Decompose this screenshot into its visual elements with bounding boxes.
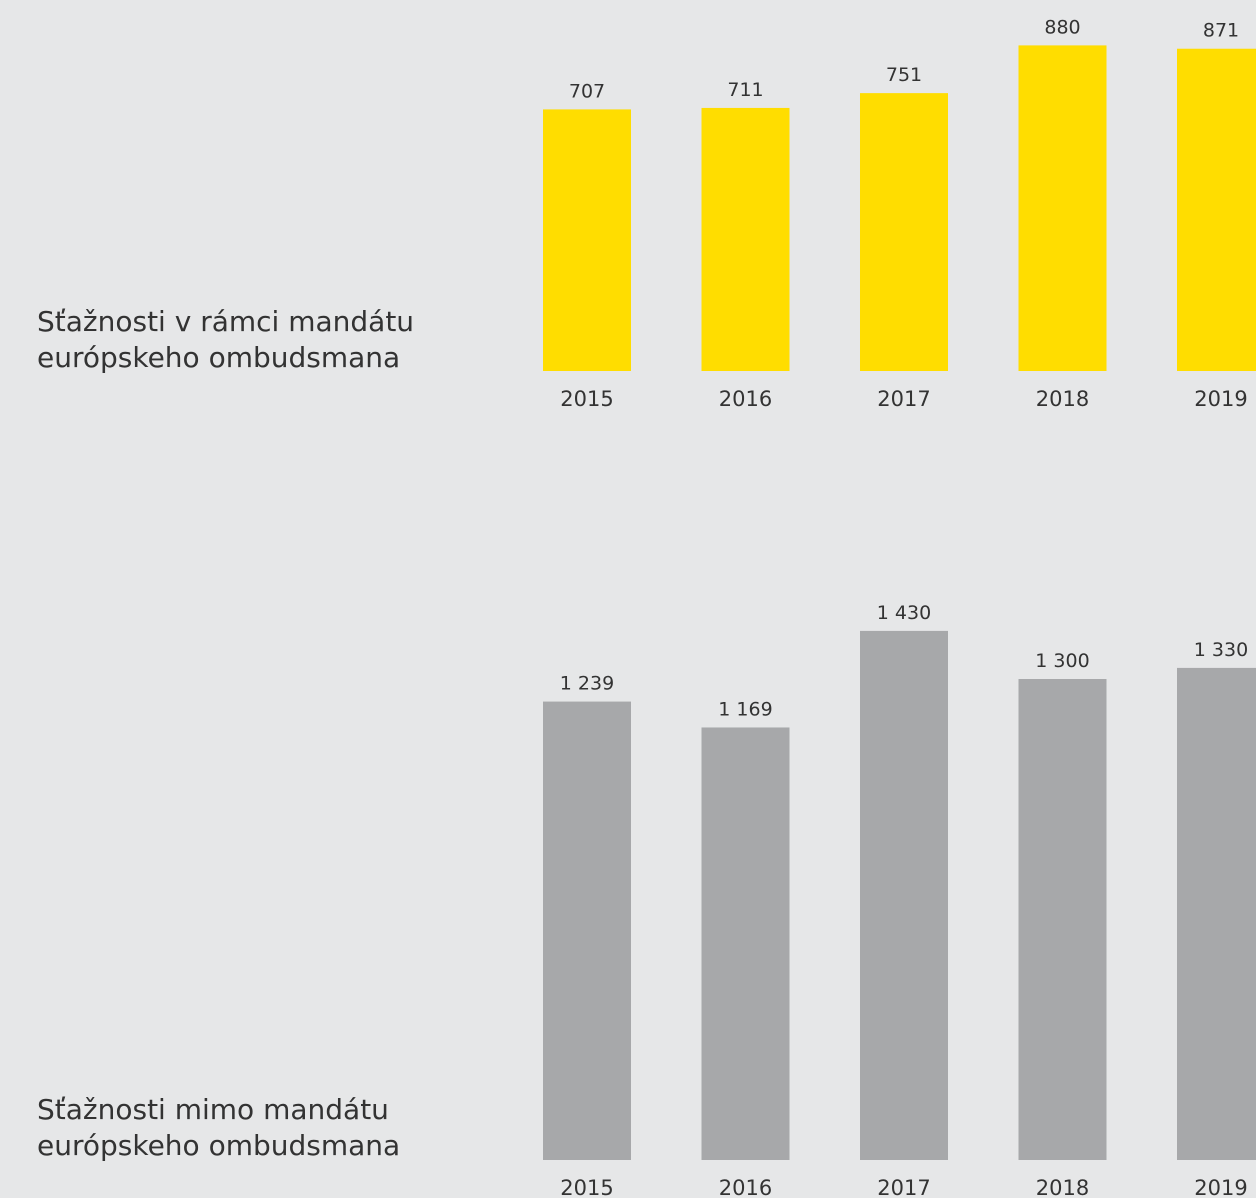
bar — [1018, 679, 1107, 1160]
x-tick-label: 2018 — [1036, 1176, 1089, 1198]
chart-title: Sťažnosti mimo mandátu európskeho ombuds… — [37, 1093, 401, 1162]
x-tick-label: 2015 — [560, 1176, 613, 1198]
value-label: 1 300 — [1035, 650, 1089, 672]
value-label: 1 169 — [718, 698, 772, 720]
x-tick-label: 2015 — [560, 387, 613, 411]
bar — [701, 727, 790, 1160]
bar — [860, 93, 948, 371]
value-label: 1 330 — [1194, 639, 1248, 661]
value-label: 751 — [886, 64, 922, 86]
value-label: 880 — [1044, 16, 1080, 38]
x-tick-label: 2018 — [1036, 387, 1089, 411]
bar — [701, 107, 790, 372]
value-label: 1 239 — [560, 673, 614, 695]
bar — [543, 701, 631, 1160]
bar — [543, 109, 631, 371]
x-tick-label: 2019 — [1194, 1176, 1247, 1198]
x-tick-label: 2016 — [719, 1176, 772, 1198]
value-label: 707 — [569, 80, 605, 102]
chart-title: Sťažnosti v rámci mandátu európskeho omb… — [37, 305, 415, 374]
value-label: 871 — [1203, 20, 1239, 42]
x-tick-label: 2017 — [877, 1176, 930, 1198]
value-label: 711 — [727, 79, 763, 101]
bar — [1018, 45, 1107, 372]
value-label: 1 430 — [877, 602, 931, 624]
bar — [860, 630, 948, 1160]
bar — [1177, 667, 1256, 1160]
x-tick-label: 2016 — [719, 387, 772, 411]
x-tick-label: 2017 — [877, 387, 930, 411]
x-tick-label: 2019 — [1194, 387, 1247, 411]
bar — [1177, 48, 1256, 371]
